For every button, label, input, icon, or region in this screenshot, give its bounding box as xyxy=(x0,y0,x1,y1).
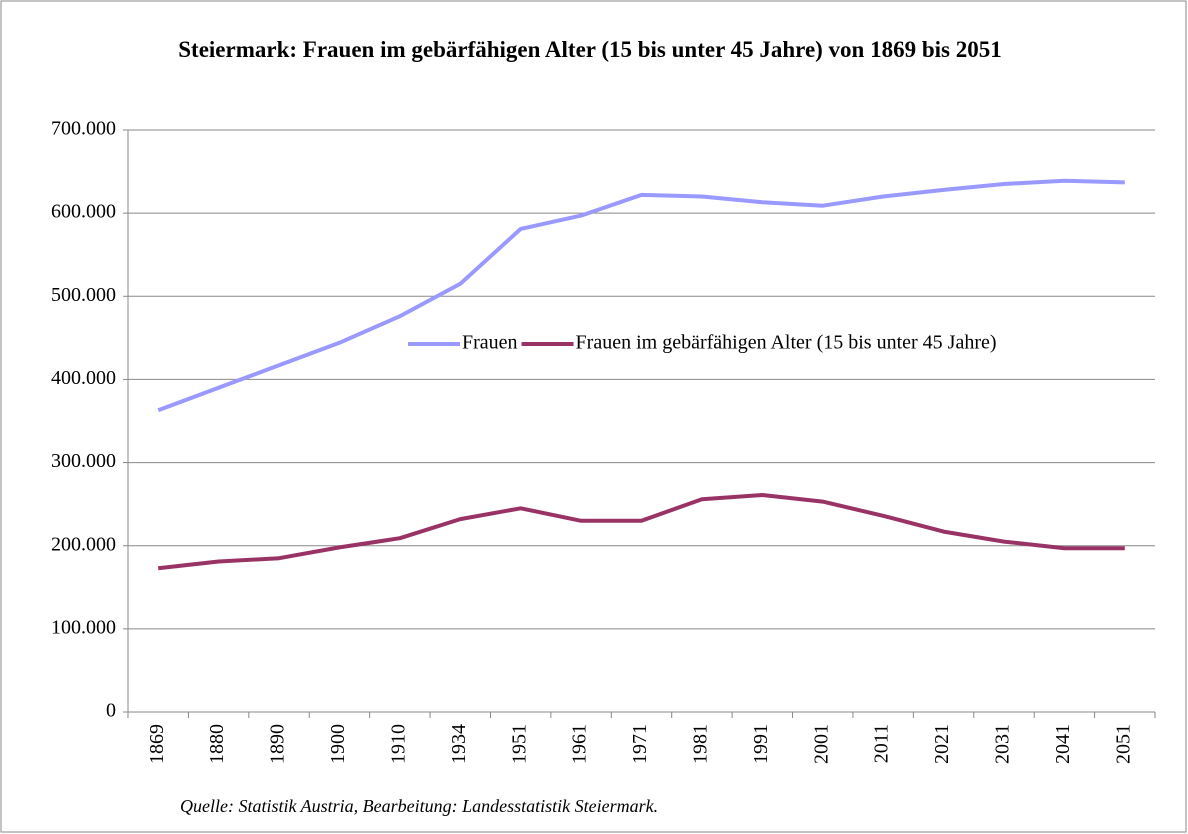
x-tick-label: 1890 xyxy=(267,724,289,764)
y-tick-label: 0 xyxy=(106,700,116,722)
x-tick-label: 1880 xyxy=(206,724,228,764)
x-tick-label: 1869 xyxy=(146,724,168,764)
source-note: Quelle: Statistik Austria, Bearbeitung: … xyxy=(180,796,658,816)
x-tick-label: 1971 xyxy=(629,724,651,764)
x-tick-label: 2041 xyxy=(1052,724,1074,764)
y-tick-label: 700.000 xyxy=(51,118,116,140)
x-tick-label: 2011 xyxy=(871,724,893,763)
series-line xyxy=(157,178,1125,413)
y-tick-label: 500.000 xyxy=(51,284,116,306)
x-tick-label: 2021 xyxy=(931,724,953,764)
chart-title: Steiermark: Frauen im gebärfähigen Alter… xyxy=(178,37,1002,62)
x-tick-label: 1961 xyxy=(569,724,591,764)
y-tick-label: 400.000 xyxy=(51,367,116,389)
x-tick-label: 2001 xyxy=(810,724,832,764)
x-tick-label: 1910 xyxy=(387,724,409,764)
y-tick-label: 100.000 xyxy=(51,616,116,638)
x-tick-label: 2031 xyxy=(992,724,1014,764)
x-tick-label: 1951 xyxy=(508,724,530,764)
y-tick-label: 200.000 xyxy=(51,533,116,555)
x-tick-label: 1900 xyxy=(327,724,349,764)
y-tick-label: 300.000 xyxy=(51,450,116,472)
legend-label: Frauen xyxy=(462,332,518,354)
series-line xyxy=(157,493,1125,571)
x-tick-label: 2051 xyxy=(1112,724,1134,764)
x-tick-label: 1991 xyxy=(750,724,772,764)
x-tick-label: 1981 xyxy=(690,724,712,764)
x-tick-label: 1934 xyxy=(448,724,470,764)
legend-label: Frauen im gebärfähigen Alter (15 bis unt… xyxy=(576,332,997,354)
y-tick-label: 600.000 xyxy=(51,201,116,223)
